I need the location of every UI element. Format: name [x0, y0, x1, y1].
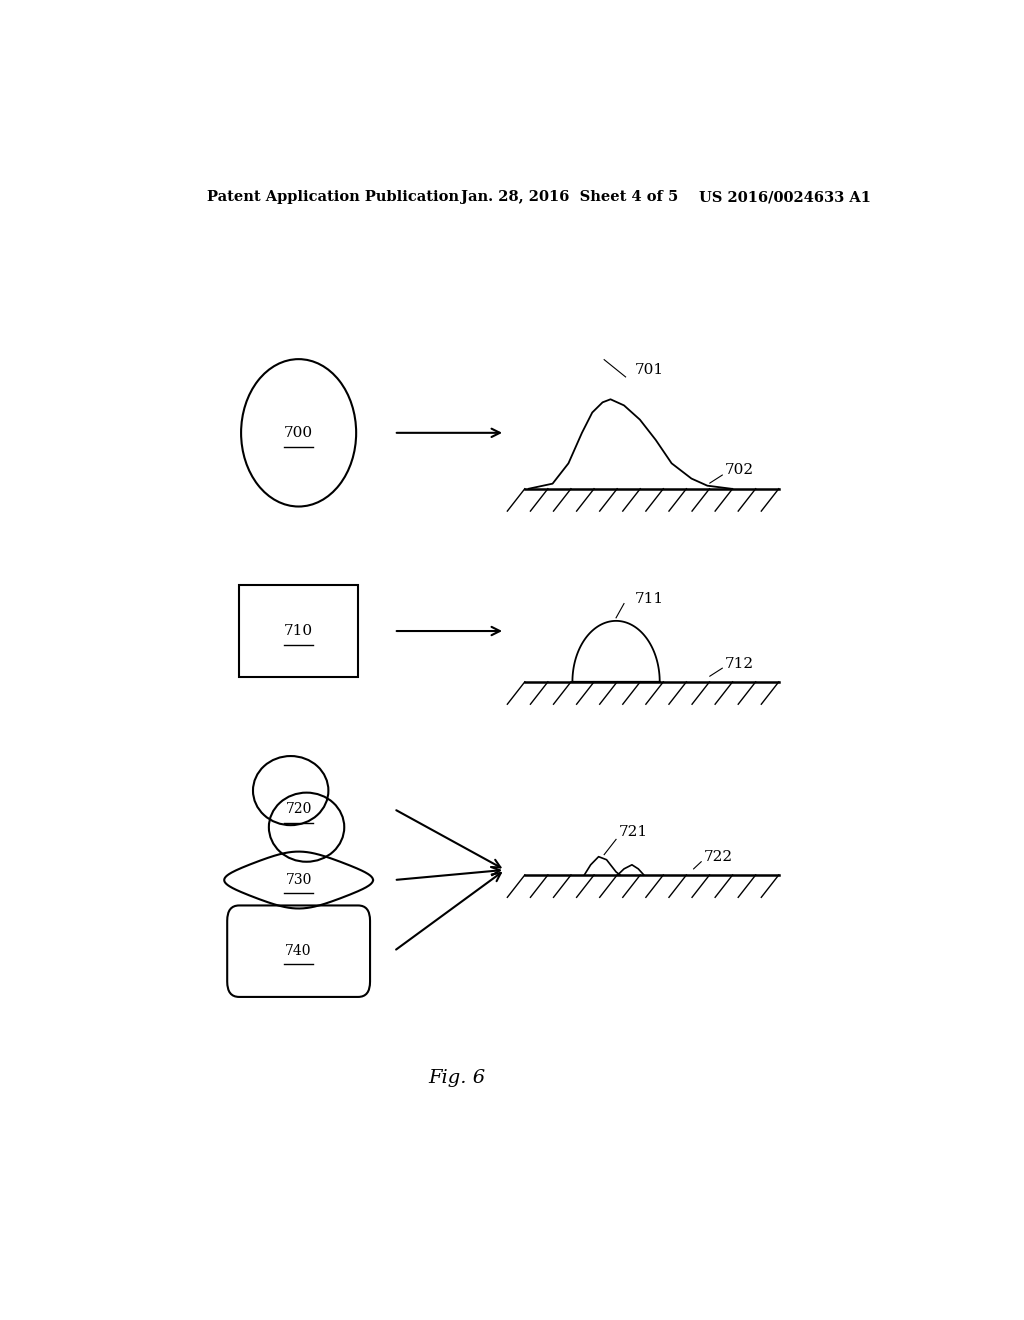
- Text: Fig. 6: Fig. 6: [429, 1069, 486, 1088]
- Text: 701: 701: [634, 363, 664, 378]
- Text: 712: 712: [725, 656, 754, 671]
- Text: 720: 720: [286, 801, 312, 816]
- Text: 700: 700: [284, 426, 313, 440]
- Text: 740: 740: [286, 944, 312, 958]
- Text: US 2016/0024633 A1: US 2016/0024633 A1: [699, 190, 871, 205]
- Text: 710: 710: [284, 624, 313, 638]
- Text: 730: 730: [286, 873, 312, 887]
- Text: Jan. 28, 2016  Sheet 4 of 5: Jan. 28, 2016 Sheet 4 of 5: [461, 190, 679, 205]
- Text: Patent Application Publication: Patent Application Publication: [207, 190, 460, 205]
- Text: 721: 721: [618, 825, 647, 840]
- Text: 702: 702: [725, 463, 754, 478]
- Text: 711: 711: [634, 591, 664, 606]
- Bar: [240, 585, 358, 677]
- Text: 722: 722: [703, 850, 732, 863]
